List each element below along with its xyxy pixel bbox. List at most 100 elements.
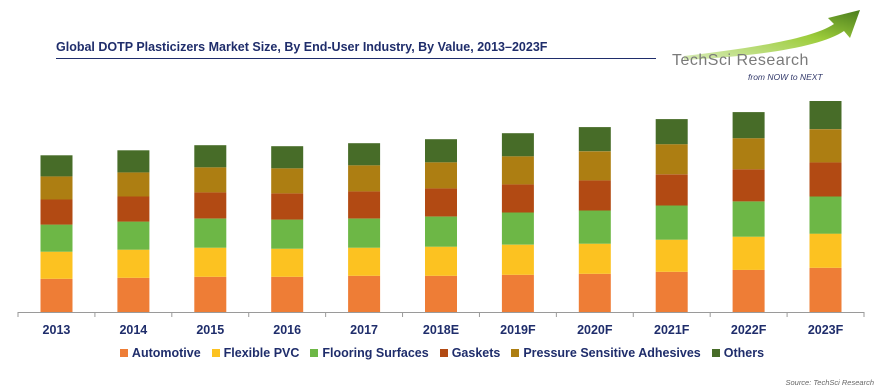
bar-segment bbox=[194, 192, 227, 219]
bar-segment bbox=[117, 249, 150, 278]
bar-segment bbox=[809, 162, 842, 197]
x-tick-label: 2014 bbox=[119, 323, 147, 337]
bar-segment bbox=[809, 101, 842, 130]
legend-label: Gaskets bbox=[451, 346, 501, 360]
bar-segment bbox=[501, 212, 534, 245]
bar-segment bbox=[117, 196, 150, 222]
bar-segment bbox=[40, 278, 73, 312]
x-tick-label: 2017 bbox=[350, 323, 378, 337]
x-tick-label: 2015 bbox=[196, 323, 224, 337]
legend-label: Automotive bbox=[131, 346, 201, 360]
legend-item: Flooring Surfaces bbox=[310, 346, 429, 360]
bar-segment bbox=[578, 180, 611, 211]
legend-item: Pressure Sensitive Adhesives bbox=[511, 346, 701, 360]
legend-label: Others bbox=[723, 346, 765, 360]
bar-segment bbox=[655, 205, 688, 240]
logo-arrow-icon bbox=[684, 10, 860, 60]
x-tick-label: 2018E bbox=[423, 323, 459, 337]
bar-segment bbox=[348, 191, 381, 219]
legend-label: Pressure Sensitive Adhesives bbox=[523, 346, 701, 360]
bar-segment bbox=[271, 146, 304, 169]
bar-segment bbox=[194, 167, 227, 193]
bar-segment bbox=[348, 247, 381, 276]
x-tick-label: 2019F bbox=[500, 323, 536, 337]
bar-segment bbox=[501, 133, 534, 157]
legend-swatch bbox=[211, 349, 220, 357]
bar-segment bbox=[348, 143, 381, 166]
bar-segment bbox=[194, 218, 227, 248]
chart-title: Global DOTP Plasticizers Market Size, By… bbox=[56, 40, 548, 54]
bar-segment bbox=[501, 244, 534, 275]
bar-segment bbox=[578, 243, 611, 274]
bar-segment bbox=[732, 169, 765, 202]
logo-tagline: from NOW to NEXT bbox=[748, 72, 823, 82]
bar-segment bbox=[40, 155, 73, 177]
bar-segment bbox=[578, 151, 611, 181]
bar-segment bbox=[425, 139, 457, 163]
bar-segment bbox=[425, 216, 457, 247]
x-tick-label: 2013 bbox=[43, 323, 71, 337]
legend-swatch bbox=[439, 349, 448, 357]
chart-legend: Automotive Flexible PVC Flooring Surfaces G… bbox=[0, 346, 884, 360]
bar-segment bbox=[501, 156, 534, 185]
bar-segment bbox=[271, 248, 304, 277]
bar-segment bbox=[40, 176, 73, 200]
bar-segment bbox=[655, 239, 688, 272]
bar-segment bbox=[117, 277, 150, 312]
bar-segment bbox=[655, 144, 688, 175]
bar-segment bbox=[348, 165, 381, 192]
bar-segment bbox=[425, 162, 457, 189]
bar-segment bbox=[809, 233, 842, 268]
techsci-logo: TechSci Research from NOW to NEXT bbox=[664, 8, 864, 88]
x-tick-label: 2022F bbox=[731, 323, 767, 337]
bar-segment bbox=[194, 247, 227, 277]
bar-segment bbox=[117, 172, 150, 197]
legend-item: Gaskets bbox=[439, 346, 501, 360]
bar-segment bbox=[732, 112, 765, 139]
bar-segment bbox=[425, 246, 457, 276]
bar-segment bbox=[501, 184, 534, 213]
bar-segment bbox=[809, 129, 842, 163]
bar-segment bbox=[425, 188, 457, 217]
bar-segment bbox=[40, 199, 73, 225]
bar-segment bbox=[40, 224, 73, 252]
legend-item: Flexible PVC bbox=[211, 346, 299, 360]
bar-segment bbox=[732, 201, 765, 237]
bar-segment bbox=[732, 138, 765, 170]
bar-segment bbox=[501, 274, 534, 312]
bar-segment bbox=[117, 150, 150, 173]
bar-segment bbox=[117, 221, 150, 250]
bar-segment bbox=[732, 269, 765, 312]
bar-segment bbox=[655, 271, 688, 312]
legend-swatch bbox=[310, 349, 319, 357]
bar-segment bbox=[425, 275, 457, 312]
title-underline bbox=[56, 58, 656, 59]
x-tick-label: 2020F bbox=[577, 323, 613, 337]
source-note: Source: TechSci Research bbox=[785, 378, 874, 387]
legend-swatch bbox=[711, 349, 720, 357]
bar-segment bbox=[194, 145, 227, 168]
bar-segment bbox=[809, 196, 842, 234]
bar-segment bbox=[40, 251, 73, 279]
legend-item: Automotive bbox=[119, 346, 201, 360]
bar-segment bbox=[578, 273, 611, 312]
x-tick-label: 2016 bbox=[273, 323, 301, 337]
bar-segment bbox=[655, 119, 688, 145]
logo-name: TechSci Research bbox=[672, 52, 809, 69]
x-tick-label: 2023F bbox=[808, 323, 844, 337]
bar-segment bbox=[578, 210, 611, 244]
bar-segment bbox=[578, 127, 611, 152]
x-tick-label: 2021F bbox=[654, 323, 690, 337]
legend-swatch bbox=[511, 349, 520, 357]
bar-segment bbox=[348, 275, 381, 312]
legend-item: Others bbox=[711, 346, 765, 360]
bar-segment bbox=[271, 219, 304, 249]
bar-segment bbox=[271, 193, 304, 220]
bar-segment bbox=[348, 218, 381, 248]
bar-segment bbox=[732, 236, 765, 270]
bar-segment bbox=[271, 276, 304, 312]
bar-segment bbox=[271, 168, 304, 194]
bar-segment bbox=[655, 174, 688, 206]
